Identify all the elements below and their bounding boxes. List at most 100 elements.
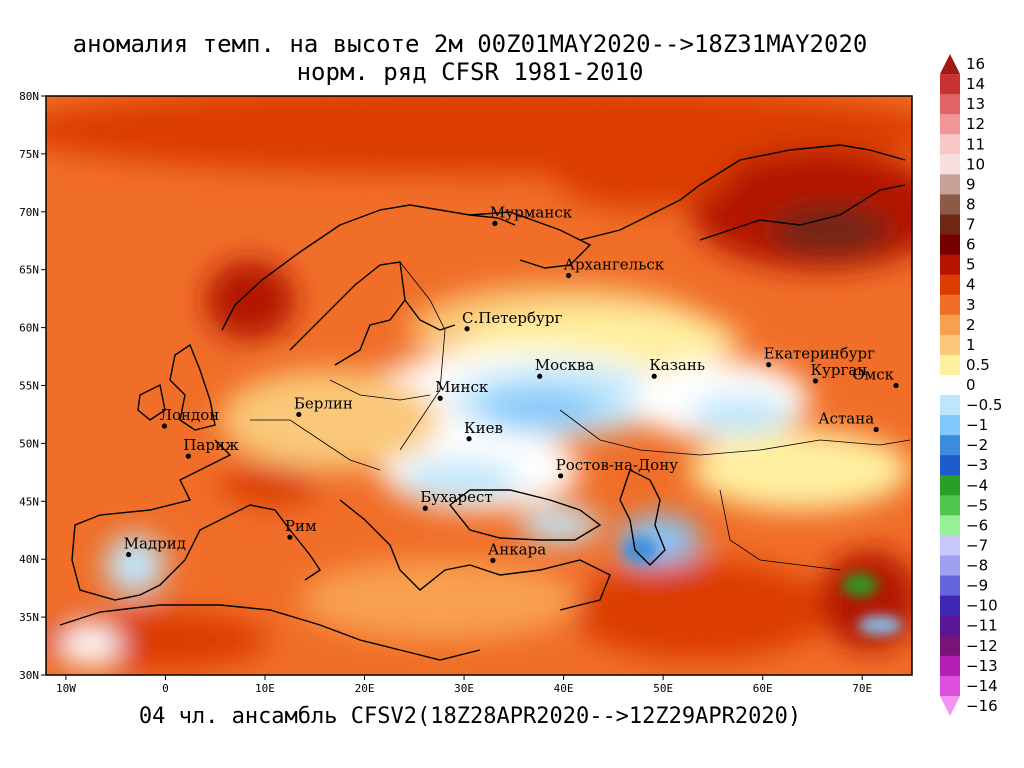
city-label: Минск (435, 378, 489, 396)
colorbar-cap-top (940, 54, 960, 75)
city-label: Екатеринбург (764, 345, 875, 363)
colorbar-swatch (940, 575, 960, 597)
colorbar-swatch (940, 535, 960, 557)
city-marker (296, 411, 302, 418)
colorbar-swatch (940, 174, 960, 195)
city-label: Мурманск (490, 203, 573, 221)
colorbar-swatch (940, 354, 960, 376)
colorbar-label: 9 (966, 175, 976, 193)
city-label: Архангельск (564, 255, 665, 273)
city-marker (565, 272, 572, 279)
colorbar-label: 0 (966, 376, 976, 394)
colorbar-swatch (940, 334, 960, 356)
colorbar-swatch (940, 555, 960, 577)
colorbar: 16 14 13 12 11 10 9 8 7 6 5 4 3 2 1 0.5 0 −0.5 −1 −2 −3 −4 −5 −… (940, 54, 1002, 716)
lat-tick-label: 65N (19, 264, 39, 277)
colorbar-swatch (940, 495, 960, 516)
colorbar-swatch (940, 395, 960, 416)
colorbar-swatch (940, 515, 960, 536)
anomaly-field (46, 96, 912, 675)
colorbar-label: −12 (966, 637, 998, 655)
city-marker (161, 423, 168, 429)
colorbar-swatch (940, 435, 960, 456)
city-marker (558, 473, 564, 479)
lat-tick-label: 30N (19, 669, 39, 682)
city-label: Лондон (159, 406, 219, 424)
colorbar-label: −6 (966, 516, 988, 534)
lat-tick-label: 70N (19, 206, 39, 219)
city-label: Курган (810, 361, 867, 379)
map-subtitle: норм. ряд CFSR 1981-2010 (296, 58, 644, 86)
city-marker (537, 373, 543, 379)
colorbar-label: 13 (966, 95, 985, 113)
city-marker (766, 362, 772, 368)
colorbar-label: −5 (966, 496, 988, 514)
lat-tick-label: 50N (19, 437, 39, 450)
lon-tick-label: 50E (653, 682, 673, 695)
lat-tick-label: 45N (19, 495, 39, 508)
city-marker (873, 426, 879, 433)
colorbar-swatch (940, 374, 960, 396)
colorbar-label: −4 (966, 476, 988, 494)
colorbar-label: −16 (966, 697, 998, 715)
colorbar-swatch (940, 635, 960, 657)
city-label: Анкара (488, 540, 546, 558)
lon-tick-label: 30E (454, 682, 474, 695)
colorbar-swatch (940, 595, 960, 617)
colorbar-swatch (940, 74, 960, 95)
lat-tick-label: 75N (19, 148, 39, 161)
colorbar-label: 6 (966, 236, 976, 254)
colorbar-label: −2 (966, 436, 988, 454)
colorbar-label: −1 (966, 416, 988, 434)
colorbar-label: 4 (966, 276, 976, 294)
colorbar-cap-bottom (940, 695, 960, 716)
colorbar-swatch (940, 314, 960, 336)
colorbar-label: 10 (966, 155, 985, 173)
colorbar-label: 16 (966, 55, 985, 73)
lon-tick-label: 40E (554, 682, 574, 695)
city-label: Бухарест (420, 488, 492, 506)
city-label: Рим (285, 517, 317, 535)
colorbar-swatch (940, 675, 960, 697)
city-marker (651, 373, 657, 379)
city-marker (287, 534, 293, 540)
city-label: Казань (649, 356, 705, 374)
city-label: Мадрид (124, 535, 186, 553)
lat-tick-label: 55N (19, 380, 39, 393)
city-marker (812, 378, 819, 384)
lat-tick-label: 40N (19, 553, 39, 566)
colorbar-swatch (940, 455, 960, 476)
city-marker (893, 382, 899, 389)
colorbar-label: −13 (966, 657, 998, 675)
map-title: аномалия темп. на высоте 2м 00Z01MAY2020… (72, 30, 868, 58)
city-marker (126, 551, 132, 558)
city-layer: Мурманск Архангельск С.Петербург Москва Каза… (124, 203, 899, 563)
colorbar-label: 3 (966, 296, 976, 314)
colorbar-label: −10 (966, 597, 998, 615)
colorbar-swatch (940, 154, 960, 175)
city-marker (185, 453, 191, 459)
colorbar-label: −9 (966, 577, 988, 595)
city-label: Москва (535, 356, 595, 374)
colorbar-swatch (940, 415, 960, 436)
colorbar-swatch (940, 615, 960, 637)
colorbar-swatch (940, 294, 960, 316)
city-label: Киев (464, 419, 503, 437)
colorbar-swatch (940, 655, 960, 677)
lat-tick-label: 35N (19, 611, 39, 624)
colorbar-swatch (940, 254, 960, 276)
lon-tick-label: 60E (753, 682, 773, 695)
axis-ticks: 80N 75N 70N 65N 60N 55N 50N 45N 40N 35N 30N 10W 0 10E… (19, 90, 872, 695)
colorbar-label: 12 (966, 115, 985, 133)
colorbar-label: 5 (966, 256, 976, 274)
ensemble-footer: 04 чл. ансамбль CFSV2(18Z28APR2020-->12Z… (138, 704, 802, 729)
city-label: Ростов-на-Дону (556, 456, 679, 474)
colorbar-label: −0.5 (966, 396, 1002, 414)
coastlines (59, 144, 911, 661)
colorbar-label: 14 (966, 75, 985, 93)
city-marker (490, 557, 496, 563)
colorbar-swatch (940, 194, 960, 215)
colorbar-label: 8 (966, 195, 976, 213)
colorbar-swatch (940, 274, 960, 296)
